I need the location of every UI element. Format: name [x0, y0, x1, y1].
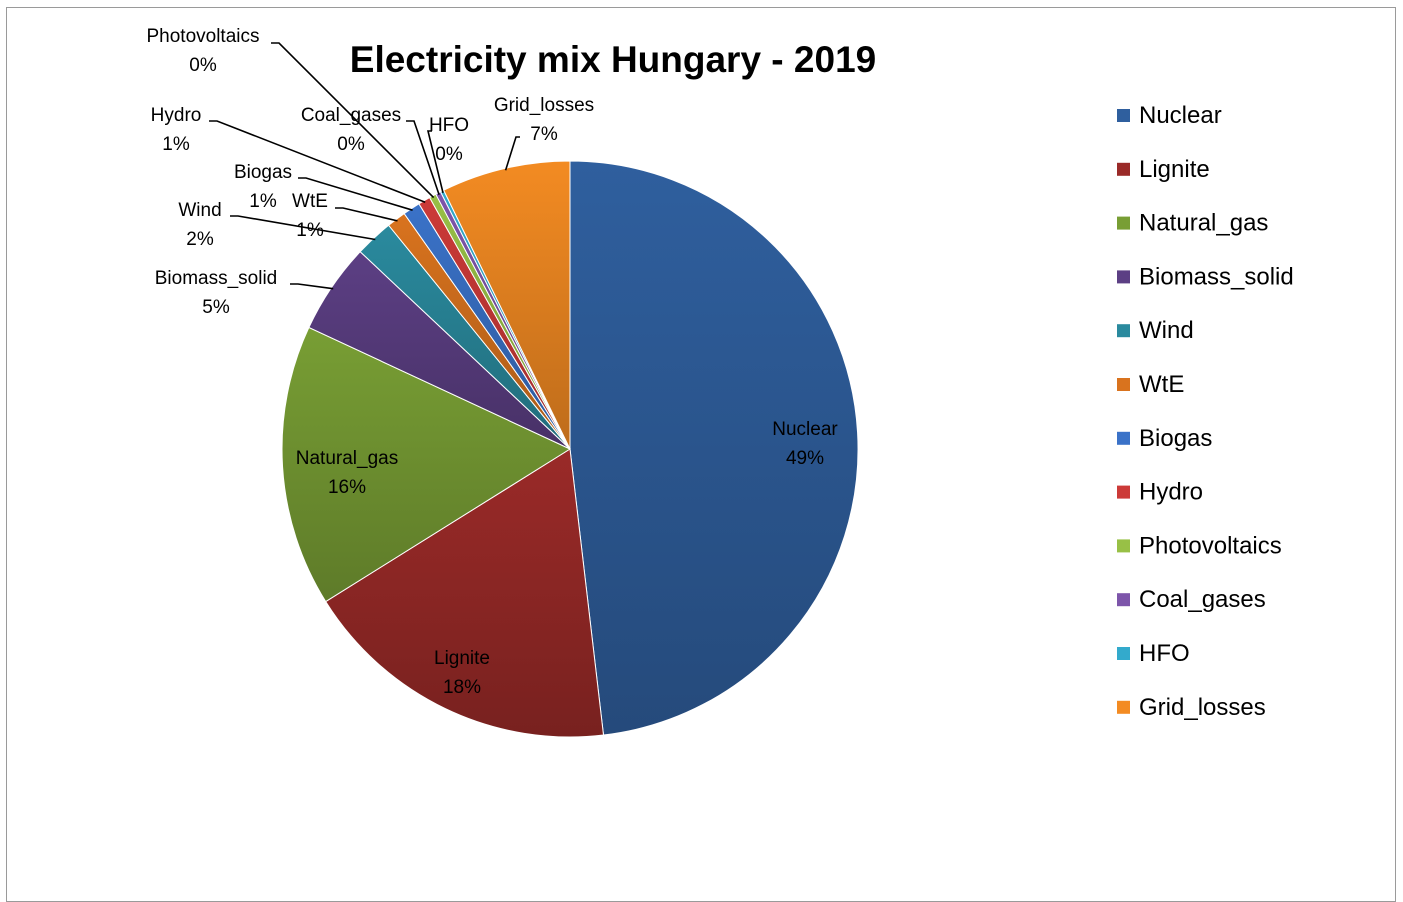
legend-item-coal-gases: Coal_gases — [1117, 586, 1266, 613]
legend-swatch-coal-gases — [1117, 593, 1130, 607]
data-label-hfo: HFO 0% — [429, 115, 469, 165]
data-label-coal-gases: Coal_gases 0% — [301, 105, 401, 155]
legend-label-hfo: HFO — [1139, 640, 1190, 667]
data-label-natural-gas: Natural_gas 16% — [296, 448, 398, 498]
leader-line-coal-gases — [406, 120, 440, 195]
legend-item-hfo: HFO — [1117, 640, 1190, 667]
legend-swatch-biogas — [1117, 431, 1130, 445]
leader-line-wte — [335, 207, 398, 222]
leader-line-grid-losses — [504, 136, 520, 171]
legend-swatch-wind — [1117, 324, 1130, 338]
leader-lines — [209, 42, 520, 290]
data-label-biomass-solid: Biomass_solid 5% — [155, 268, 278, 318]
legend-swatch-hfo — [1117, 647, 1130, 660]
data-label-lignite: Lignite 18% — [434, 648, 490, 698]
legend-swatch-grid-losses — [1117, 700, 1130, 714]
legend-item-wte: WtE — [1117, 371, 1184, 398]
legend-item-photovoltaics: Photovoltaics — [1117, 532, 1282, 559]
data-label-hydro: Hydro 1% — [151, 105, 202, 155]
pie-slices — [281, 160, 859, 738]
legend-label-biogas: Biogas — [1139, 425, 1212, 452]
leader-line-wind — [230, 215, 376, 241]
leader-line-biomass-solid — [290, 283, 334, 290]
legend-label-photovoltaics: Photovoltaics — [1139, 532, 1282, 559]
legend-item-biogas: Biogas — [1117, 425, 1212, 452]
leader-line-biogas — [298, 177, 413, 211]
legend: Nuclear Lignite Natural_gas Biomass_solid Wi… — [1117, 102, 1294, 721]
legend-swatch-photovoltaics — [1117, 539, 1130, 553]
legend-swatch-wte — [1117, 378, 1130, 391]
legend-label-biomass-solid: Biomass_solid — [1139, 263, 1294, 290]
legend-swatch-natural-gas — [1117, 216, 1130, 230]
legend-swatch-biomass-solid — [1117, 270, 1130, 284]
chart-title: Electricity mix Hungary - 2019 — [350, 39, 876, 80]
legend-swatch-hydro — [1117, 485, 1130, 499]
pie-slice-natural-gas — [281, 326, 572, 603]
legend-item-biomass-solid: Biomass_solid — [1117, 263, 1294, 290]
leader-line-hfo — [426, 130, 444, 193]
legend-label-grid-losses: Grid_losses — [1139, 694, 1266, 721]
legend-swatch-lignite — [1117, 162, 1130, 176]
legend-item-natural-gas: Natural_gas — [1117, 210, 1268, 237]
data-label-grid-losses: Grid_losses 7% — [494, 95, 594, 145]
legend-label-coal-gases: Coal_gases — [1139, 586, 1266, 613]
leader-line-photovoltaics — [271, 42, 435, 199]
legend-item-wind: Wind — [1117, 317, 1194, 344]
data-label-biogas: Biogas 1% — [234, 162, 292, 212]
legend-item-hydro: Hydro — [1117, 479, 1203, 506]
data-label-wind: Wind 2% — [178, 200, 221, 250]
legend-item-nuclear: Nuclear — [1117, 102, 1222, 129]
legend-item-lignite: Lignite — [1117, 156, 1210, 183]
legend-item-grid-losses: Grid_losses — [1117, 694, 1266, 721]
leader-line-hydro — [209, 120, 426, 204]
legend-label-wind: Wind — [1139, 317, 1194, 344]
legend-swatch-nuclear — [1117, 109, 1130, 122]
legend-label-nuclear: Nuclear — [1139, 102, 1222, 129]
pie-slice-lignite — [325, 448, 605, 738]
data-label-nuclear: Nuclear 49% — [772, 419, 838, 469]
pie-slice-grid-losses — [443, 160, 571, 450]
data-label-wte: WtE 1% — [292, 191, 328, 241]
legend-label-lignite: Lignite — [1139, 156, 1210, 183]
legend-label-wte: WtE — [1139, 371, 1184, 398]
data-labels: Nuclear 49% Lignite 18% Natural_gas 16% Biomas… — [146, 26, 838, 698]
pie-slice-nuclear — [569, 160, 859, 736]
legend-label-natural-gas: Natural_gas — [1139, 210, 1268, 237]
data-label-photovoltaics: Photovoltaics 0% — [146, 26, 259, 76]
legend-label-hydro: Hydro — [1139, 479, 1203, 506]
